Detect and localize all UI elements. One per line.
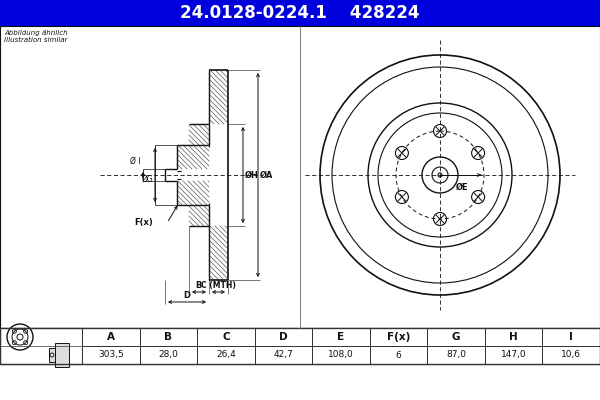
Text: D: D: [184, 291, 191, 300]
FancyBboxPatch shape: [82, 346, 140, 364]
FancyBboxPatch shape: [0, 328, 82, 364]
Text: 6: 6: [395, 350, 401, 360]
FancyBboxPatch shape: [485, 346, 542, 364]
Text: F(x): F(x): [387, 332, 410, 342]
FancyBboxPatch shape: [485, 328, 542, 346]
FancyBboxPatch shape: [82, 328, 140, 346]
FancyBboxPatch shape: [0, 26, 600, 328]
FancyBboxPatch shape: [370, 328, 427, 346]
Text: Ø I: Ø I: [131, 157, 141, 166]
Text: C (MTH): C (MTH): [201, 281, 236, 290]
FancyBboxPatch shape: [0, 328, 600, 364]
Text: ØG: ØG: [141, 174, 153, 184]
Text: G: G: [452, 332, 460, 342]
FancyBboxPatch shape: [140, 328, 197, 346]
FancyBboxPatch shape: [254, 346, 312, 364]
Text: 24.0128-0224.1    428224: 24.0128-0224.1 428224: [180, 4, 420, 22]
Text: 147,0: 147,0: [501, 350, 526, 360]
FancyBboxPatch shape: [49, 348, 55, 362]
Text: I: I: [569, 332, 573, 342]
Text: 10,6: 10,6: [561, 350, 581, 360]
FancyBboxPatch shape: [197, 328, 254, 346]
FancyBboxPatch shape: [55, 343, 69, 367]
Text: B: B: [164, 332, 172, 342]
Text: H: H: [509, 332, 518, 342]
Text: 303,5: 303,5: [98, 350, 124, 360]
Text: 26,4: 26,4: [216, 350, 236, 360]
FancyBboxPatch shape: [312, 328, 370, 346]
FancyBboxPatch shape: [542, 328, 600, 346]
Text: B: B: [195, 281, 201, 290]
FancyBboxPatch shape: [427, 328, 485, 346]
FancyBboxPatch shape: [370, 346, 427, 364]
Text: A: A: [107, 332, 115, 342]
Text: C: C: [222, 332, 230, 342]
Text: ØE: ØE: [456, 183, 469, 192]
Text: 42,7: 42,7: [274, 350, 293, 360]
FancyBboxPatch shape: [427, 346, 485, 364]
Text: 87,0: 87,0: [446, 350, 466, 360]
Text: 108,0: 108,0: [328, 350, 354, 360]
Text: D: D: [279, 332, 288, 342]
Text: F(x): F(x): [134, 218, 153, 228]
Text: 28,0: 28,0: [158, 350, 178, 360]
FancyBboxPatch shape: [197, 346, 254, 364]
FancyBboxPatch shape: [140, 346, 197, 364]
Text: Abbildung ähnlich: Abbildung ähnlich: [4, 30, 68, 36]
Text: ØA: ØA: [260, 170, 274, 180]
FancyBboxPatch shape: [254, 328, 312, 346]
Text: E: E: [337, 332, 344, 342]
FancyBboxPatch shape: [542, 346, 600, 364]
FancyBboxPatch shape: [312, 346, 370, 364]
Text: ØH: ØH: [245, 170, 259, 180]
FancyBboxPatch shape: [0, 0, 600, 26]
Text: Illustration similar: Illustration similar: [4, 37, 67, 43]
